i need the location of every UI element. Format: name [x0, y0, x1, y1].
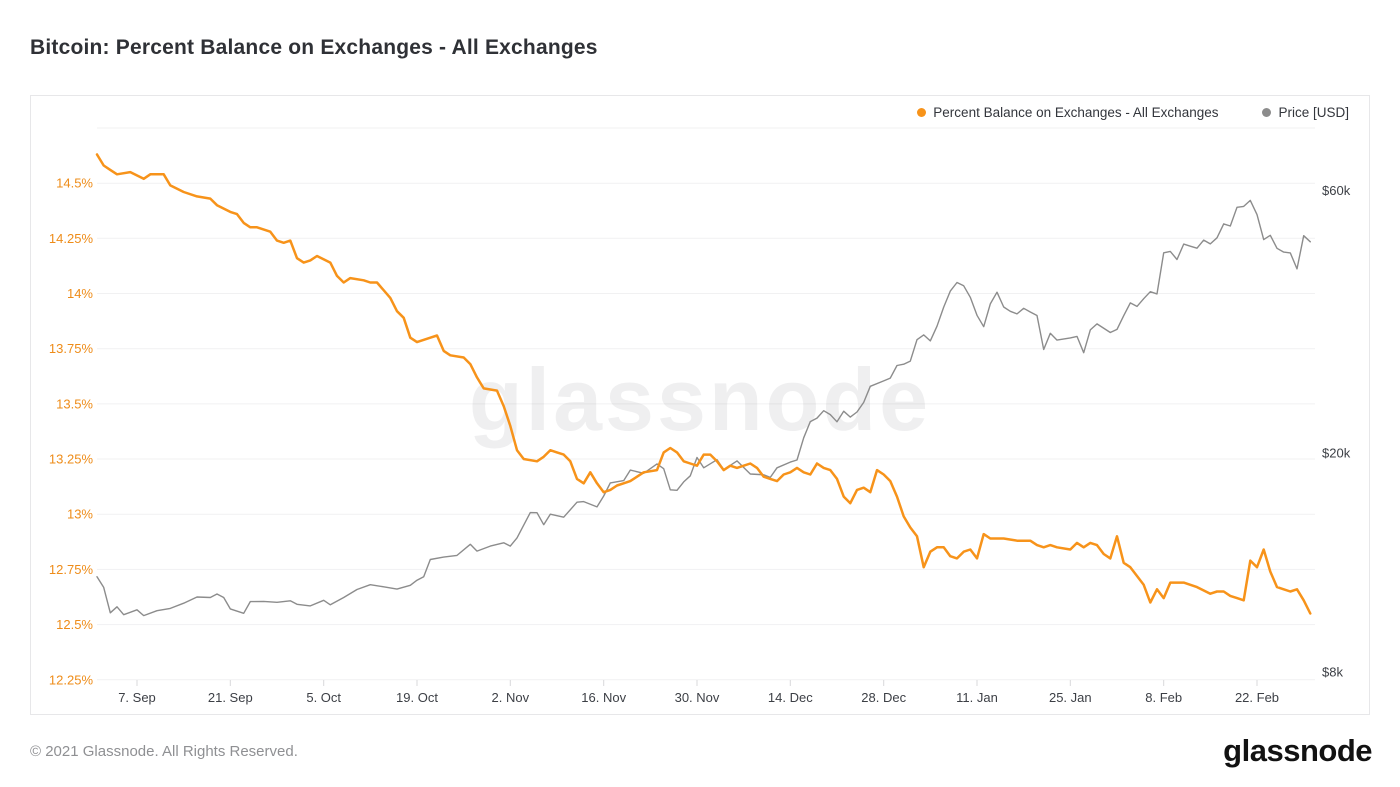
x-axis-label: 19. Oct — [396, 690, 438, 705]
x-axis-label: 25. Jan — [1049, 690, 1092, 705]
x-axis-label: 14. Dec — [768, 690, 813, 705]
x-axis-label: 21. Sep — [208, 690, 253, 705]
right-axis-label: $8k — [1322, 665, 1343, 680]
x-axis-label: 5. Oct — [306, 690, 341, 705]
percent-balance-line — [95, 153, 1312, 615]
chart-area: glassnode 7. Sep 21. Sep 5. Oct 19. Oct 2. No… — [30, 95, 1370, 715]
glassnode-watermark: glassnode — [469, 350, 931, 449]
x-axis-label: 16. Nov — [581, 690, 626, 705]
x-axis-label: 22. Feb — [1235, 690, 1279, 705]
left-axis-label: 12.5% — [56, 617, 93, 632]
chart-svg: glassnode 7. Sep 21. Sep 5. Oct 19. Oct 2. No… — [49, 127, 1351, 705]
footer-copyright: © 2021 Glassnode. All Rights Reserved. — [30, 743, 298, 760]
legend: Percent Balance on Exchanges - All Excha… — [917, 105, 1349, 120]
x-axis-label: 8. Feb — [1145, 690, 1182, 705]
left-axis-label: 13.5% — [56, 396, 93, 411]
legend-item-percent-balance: Percent Balance on Exchanges - All Excha… — [917, 105, 1218, 120]
x-axis-label: 7. Sep — [118, 690, 156, 705]
left-axis-label: 13.75% — [49, 341, 94, 356]
legend-label-price: Price [USD] — [1278, 105, 1349, 120]
left-axis-label: 14% — [67, 286, 93, 301]
page-title: Bitcoin: Percent Balance on Exchanges - … — [30, 36, 598, 59]
glassnode-logo: glassnode — [1223, 733, 1372, 768]
x-axis-label: 11. Jan — [956, 690, 998, 705]
legend-label-percent: Percent Balance on Exchanges - All Excha… — [933, 105, 1219, 120]
left-axis-label: 14.25% — [49, 231, 94, 246]
left-axis-label: 13% — [67, 507, 93, 522]
x-axis-label: 28. Dec — [861, 690, 906, 705]
legend-dot-percent-icon — [917, 108, 927, 117]
left-axis-label: 12.25% — [49, 672, 94, 687]
right-axis-label: $60k — [1322, 183, 1351, 198]
legend-dot-price-icon — [1262, 108, 1272, 117]
left-axis-label: 12.75% — [49, 562, 94, 577]
x-axis-label: 30. Nov — [675, 690, 720, 705]
price-line — [96, 199, 1312, 617]
right-axis-label: $20k — [1322, 446, 1351, 461]
left-axis-label: 13.25% — [49, 452, 94, 467]
legend-item-price: Price [USD] — [1262, 105, 1349, 120]
left-axis-label: 14.5% — [56, 176, 93, 191]
x-axis-label: 2. Nov — [492, 690, 530, 705]
